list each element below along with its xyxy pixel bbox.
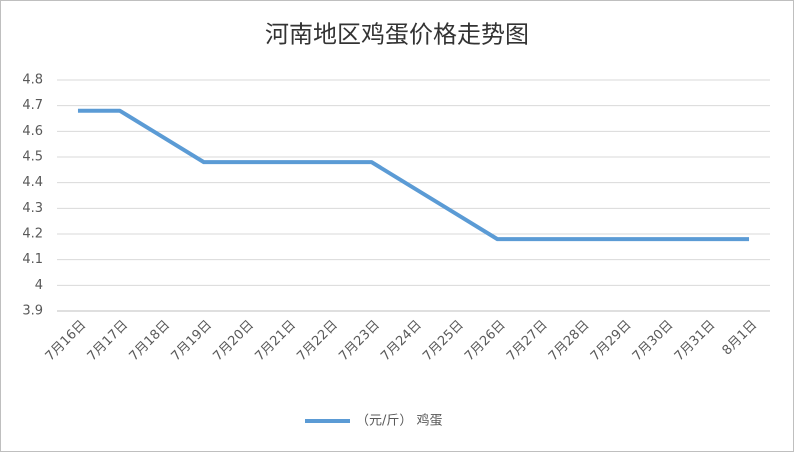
y-tick-label: 4.5 [22, 150, 43, 165]
y-tick-label: 4.4 [22, 175, 43, 190]
legend-label: （元/斤） 鸡蛋 [356, 413, 443, 429]
y-tick-label: 4.6 [22, 124, 43, 139]
y-tick-label: 4 [35, 278, 43, 293]
chart-title: 河南地区鸡蛋价格走势图 [265, 21, 529, 49]
y-tick-label: 4.3 [22, 201, 43, 216]
y-tick-label: 3.9 [22, 304, 43, 319]
data-line [77, 108, 750, 242]
y-tick-label: 4.2 [22, 227, 43, 242]
y-tick-label: 4.1 [22, 252, 43, 267]
y-tick-label: 4.8 [22, 73, 43, 88]
y-tick-label: 4.7 [22, 98, 43, 113]
